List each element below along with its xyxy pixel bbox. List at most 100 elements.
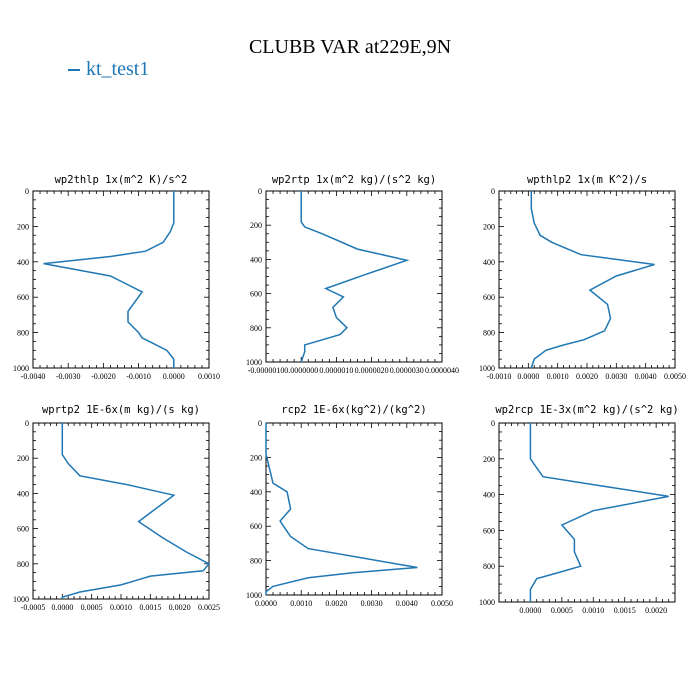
y-tick-label: 600 bbox=[483, 293, 495, 302]
x-tick-label: 0.0010 bbox=[290, 599, 312, 608]
x-tick-label: 0.0010 bbox=[110, 603, 132, 612]
legend: kt_test1 bbox=[68, 58, 149, 81]
series-line-kt-test1 bbox=[300, 191, 410, 363]
x-tick-label: 0.0000 bbox=[517, 372, 539, 381]
y-tick-label: 1000 bbox=[246, 591, 262, 600]
x-tick-label: 0.0000 bbox=[519, 606, 541, 615]
y-tick-label: 800 bbox=[483, 562, 495, 571]
x-tick-label: 0.0000040 bbox=[425, 366, 459, 375]
y-tick-label: 0 bbox=[25, 419, 29, 428]
x-tick-label: 0.0000010 bbox=[319, 366, 353, 375]
x-tick-label: 0.0000 bbox=[255, 599, 277, 608]
y-tick-label: 400 bbox=[17, 489, 29, 498]
y-tick-label: 400 bbox=[17, 258, 29, 267]
chart-panel-4: wprtp2 1E-6x(m kg)/(s kg) 0 200 400 600 800 10… bbox=[13, 404, 220, 612]
y-tick-label: 600 bbox=[17, 525, 29, 534]
x-tick-label: 0.0000020 bbox=[355, 366, 389, 375]
y-tick-label: 0 bbox=[258, 419, 262, 428]
x-tick-label: 0.0040 bbox=[635, 372, 657, 381]
x-tick-label: 0.0020 bbox=[576, 372, 598, 381]
plot-frame bbox=[498, 190, 676, 369]
y-tick-label: 400 bbox=[250, 488, 262, 497]
x-tick-label: 0.0010 bbox=[547, 372, 569, 381]
chart-panel-5: rcp2 1E-6x(kg^2)/(kg^2) 0 200 400 600 800 1000… bbox=[246, 404, 453, 608]
y-tick-label: 1000 bbox=[13, 364, 29, 373]
x-tick-label: -0.0005 bbox=[21, 603, 46, 612]
y-tick-label: 1000 bbox=[479, 598, 495, 607]
chart-panel-3: wpthlp2 1x(m K^2)/s 0 200 400 600 800 1000-0.0… bbox=[479, 174, 686, 381]
y-tick-label: 1000 bbox=[479, 364, 495, 373]
series-line-kt-test1 bbox=[43, 191, 175, 368]
x-tick-label: -0.0010 bbox=[487, 372, 512, 381]
panel-title: wprtp2 1E-6x(m kg)/(s kg) bbox=[42, 404, 200, 416]
x-tick-label: 0.0015 bbox=[614, 606, 636, 615]
chart-panel-6: wp2rcp 1E-3x(m^2 kg)/(s^2 kg)0 200 400 600 8… bbox=[479, 404, 679, 615]
y-tick-label: 800 bbox=[483, 329, 495, 338]
legend-label: kt_test1 bbox=[86, 58, 150, 80]
y-tick-label: 200 bbox=[250, 221, 262, 230]
x-tick-label: -0.0010 bbox=[126, 372, 151, 381]
y-tick-label: 200 bbox=[17, 222, 29, 231]
y-tick-label: 400 bbox=[483, 491, 495, 500]
y-tick-label: 400 bbox=[483, 258, 495, 267]
y-tick-label: 600 bbox=[483, 526, 495, 535]
legend-line-swatch bbox=[68, 69, 80, 72]
plot-frame bbox=[265, 422, 443, 596]
y-tick-label: 1000 bbox=[13, 595, 29, 604]
x-tick-label: 0.0020 bbox=[645, 606, 667, 615]
x-tick-label: 0.0010 bbox=[198, 372, 220, 381]
x-tick-label: 0.0040 bbox=[396, 599, 418, 608]
chart-panel-2: wp2rtp 1x(m^2 kg)/(s^2 kg) 0 200 400 600 800 1… bbox=[246, 174, 459, 375]
x-tick-label: 0.0000 bbox=[51, 603, 73, 612]
figure-title: CLUBB VAR at229E,9N bbox=[248, 36, 452, 58]
x-tick-label: 0.0000000 bbox=[284, 366, 318, 375]
x-tick-label: 0.0050 bbox=[664, 372, 686, 381]
x-tick-label: -0.0040 bbox=[21, 372, 46, 381]
plot-frame bbox=[32, 190, 210, 369]
panel-title: wp2rtp 1x(m^2 kg)/(s^2 kg) bbox=[272, 174, 436, 186]
series-line-kt-test1 bbox=[530, 191, 655, 369]
panel-title: rcp2 1E-6x(kg^2)/(kg^2) bbox=[281, 404, 426, 416]
y-tick-label: 600 bbox=[250, 290, 262, 299]
x-tick-label: -0.0030 bbox=[56, 372, 81, 381]
y-tick-label: 400 bbox=[250, 255, 262, 264]
y-tick-label: 800 bbox=[250, 324, 262, 333]
x-tick-label: 0.0030 bbox=[361, 599, 383, 608]
x-tick-label: 0.0000030 bbox=[390, 366, 424, 375]
x-tick-label: 0.0005 bbox=[81, 603, 103, 612]
y-tick-label: 0 bbox=[258, 187, 262, 196]
x-tick-label: -0.0000010 bbox=[248, 366, 285, 375]
y-tick-label: 600 bbox=[17, 293, 29, 302]
plot-frame bbox=[265, 190, 443, 363]
panel-title: wp2thlp 1x(m^2 K)/s^2 bbox=[55, 174, 188, 186]
y-tick-label: 0 bbox=[491, 419, 495, 428]
y-tick-label: 1000 bbox=[246, 358, 262, 367]
y-tick-label: 800 bbox=[17, 329, 29, 338]
series-line-kt-test1 bbox=[529, 423, 669, 602]
x-tick-label: 0.0020 bbox=[325, 599, 347, 608]
y-tick-label: 600 bbox=[250, 522, 262, 531]
panel-title: wpthlp2 1x(m K^2)/s bbox=[527, 174, 647, 186]
x-tick-label: 0.0015 bbox=[139, 603, 161, 612]
plot-frame bbox=[498, 422, 676, 603]
y-tick-label: 800 bbox=[250, 557, 262, 566]
y-tick-label: 200 bbox=[250, 453, 262, 462]
y-tick-label: 200 bbox=[17, 454, 29, 463]
x-tick-label: 0.0050 bbox=[431, 599, 453, 608]
series-line-kt-test1 bbox=[265, 423, 418, 595]
y-tick-label: 0 bbox=[491, 187, 495, 196]
x-tick-label: 0.0030 bbox=[605, 372, 627, 381]
x-tick-label: 0.0010 bbox=[582, 606, 604, 615]
x-tick-label: 0.0025 bbox=[198, 603, 220, 612]
y-tick-label: 200 bbox=[483, 455, 495, 464]
x-tick-label: 0.0000 bbox=[163, 372, 185, 381]
chart-panel-1: wp2thlp 1x(m^2 K)/s^202004006008001000-0… bbox=[13, 174, 220, 381]
y-tick-label: 800 bbox=[17, 560, 29, 569]
x-tick-label: 0.0005 bbox=[551, 606, 573, 615]
y-tick-label: 200 bbox=[483, 222, 495, 231]
panel-title: wp2rcp 1E-3x(m^2 kg)/(s^2 kg) bbox=[495, 404, 678, 416]
x-tick-label: -0.0020 bbox=[91, 372, 116, 381]
x-tick-label: 0.0020 bbox=[169, 603, 191, 612]
series-line-kt-test1 bbox=[61, 423, 211, 599]
